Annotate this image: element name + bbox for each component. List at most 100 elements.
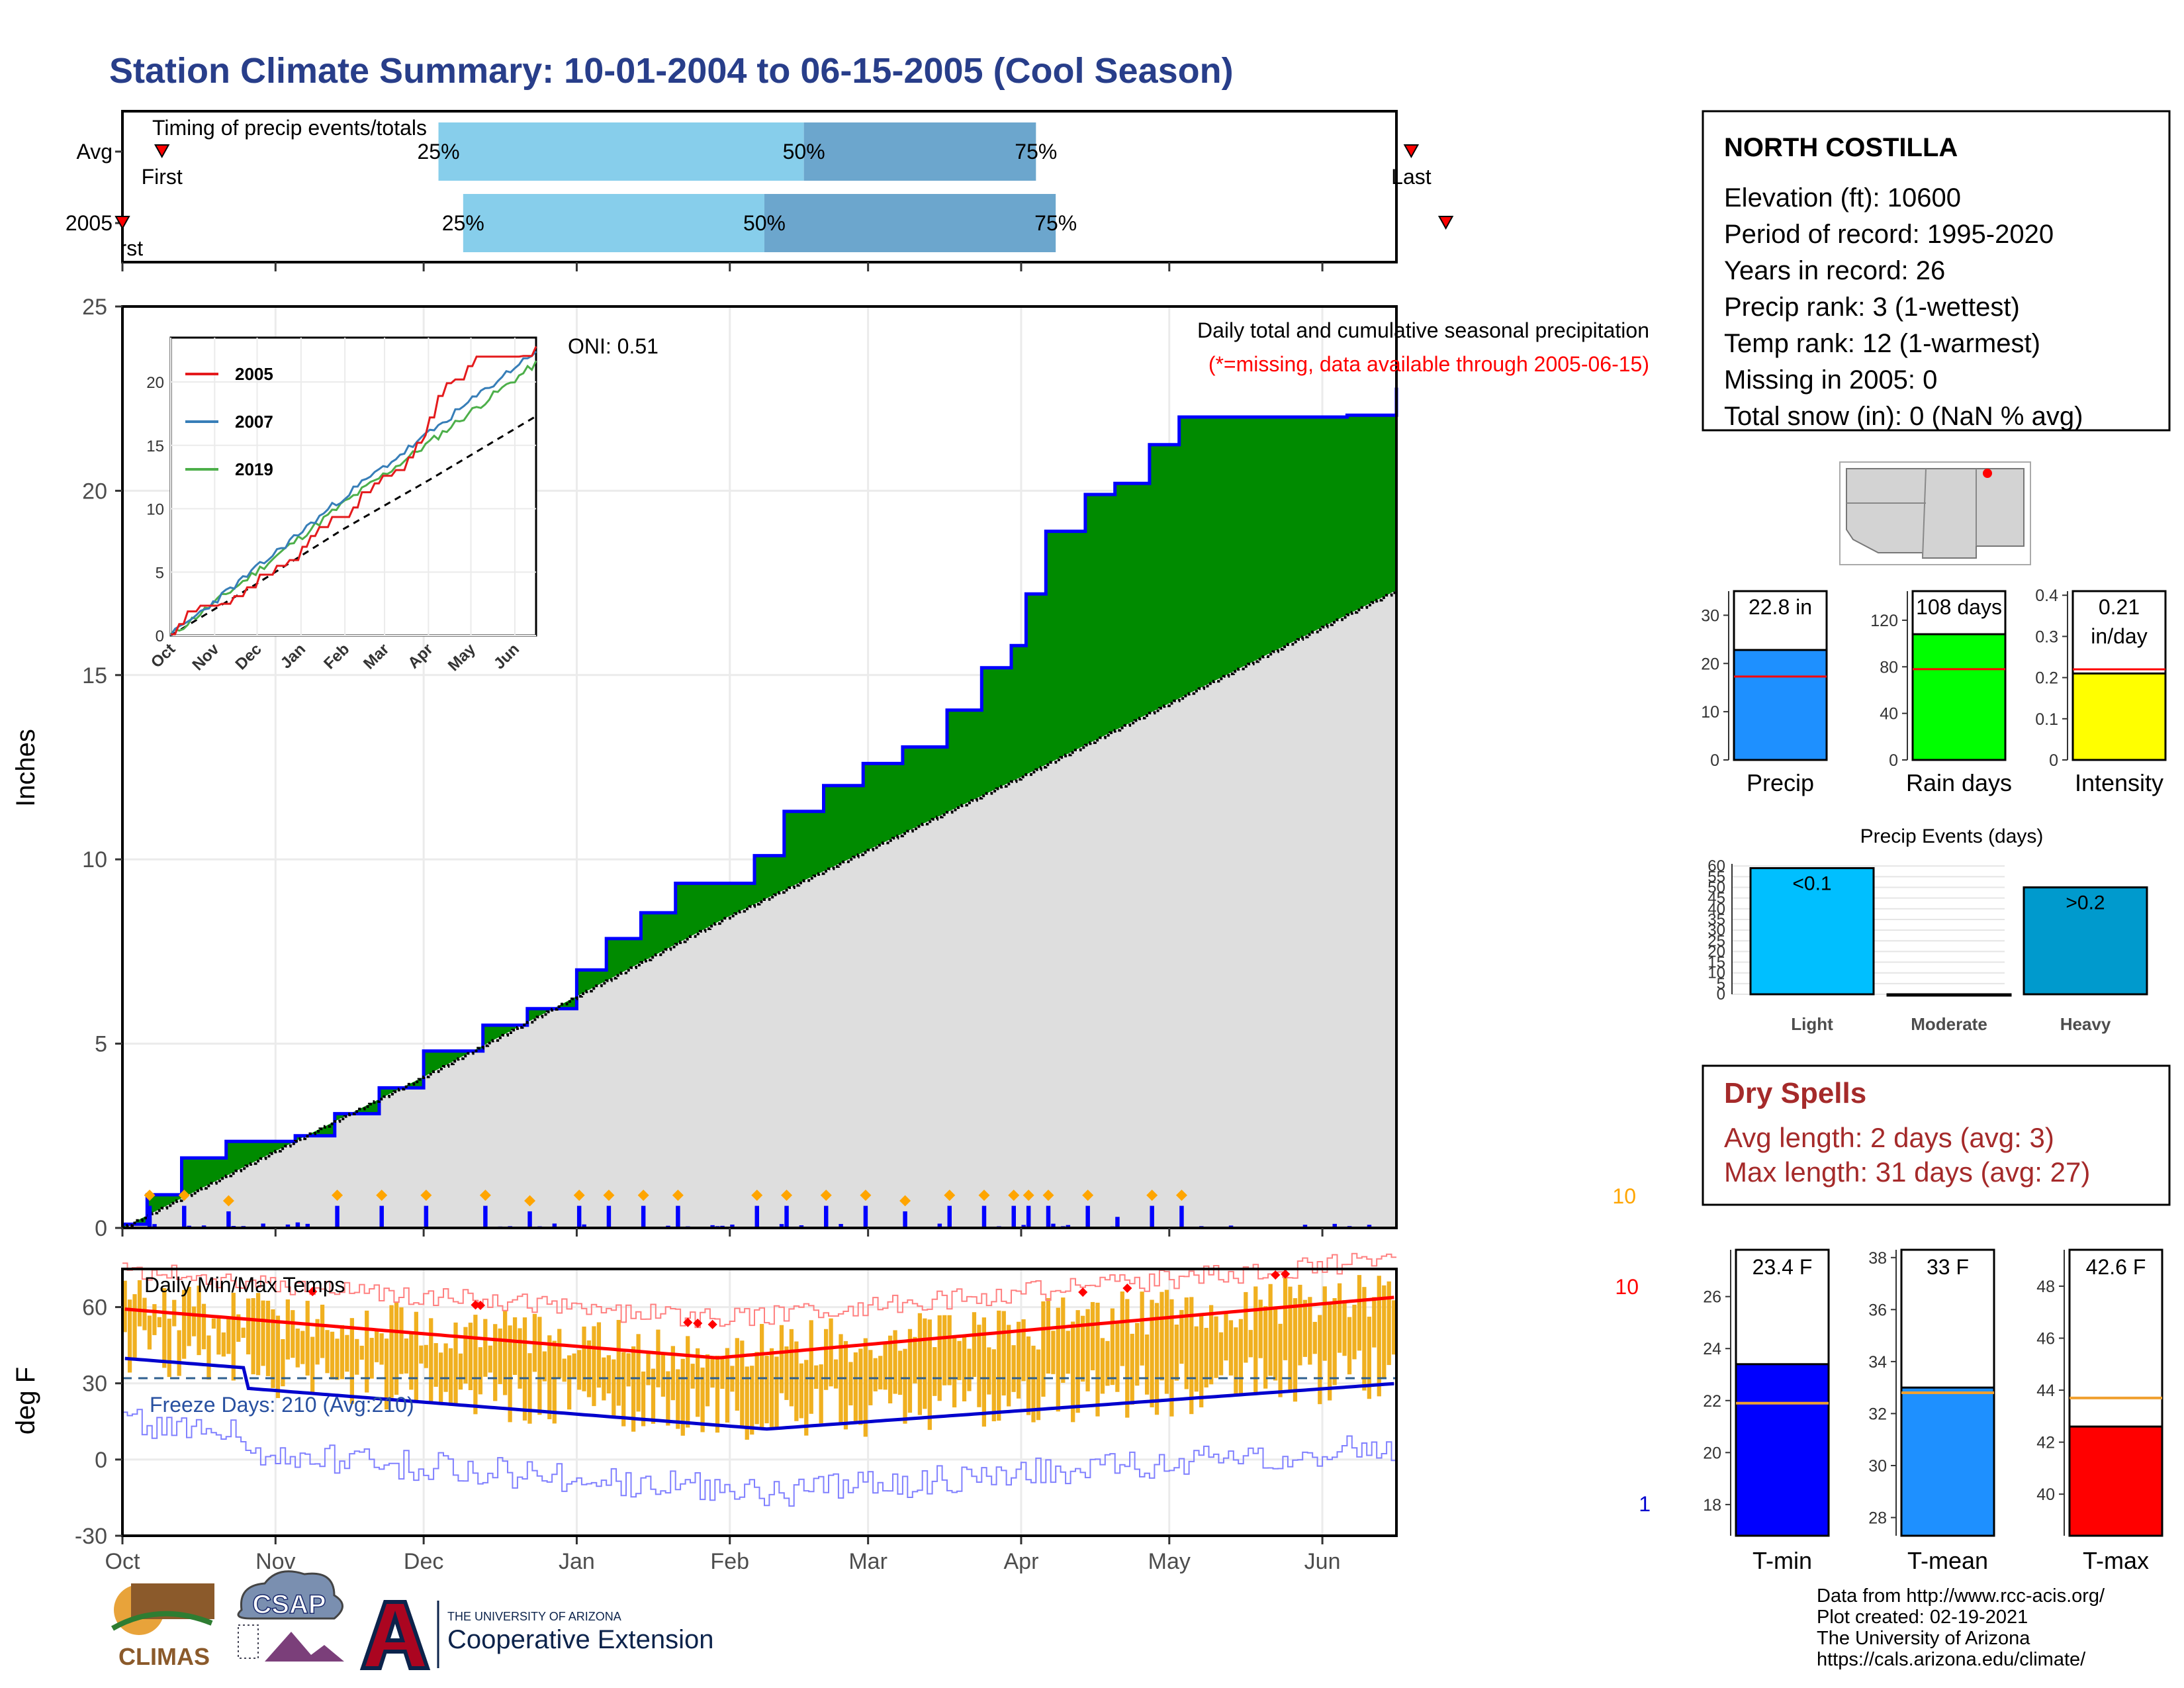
heavy-day-marker <box>376 1190 388 1201</box>
heavy-day-marker <box>524 1195 536 1207</box>
daily-precip-bar <box>576 1205 582 1228</box>
daily-temp-bar <box>295 1328 300 1368</box>
station-info-line: Period of record: 1995-2020 <box>1724 220 2054 249</box>
temp-summary-bar-chart: 18 20 22 24 26 23.4 F T-min <box>1703 1248 1830 1574</box>
daily-temp-bar <box>137 1280 142 1327</box>
daily-temp-bar <box>740 1340 745 1429</box>
record-high-line <box>122 1252 1396 1329</box>
daily-temp-bar <box>784 1346 789 1400</box>
daily-precip-bar <box>1085 1205 1090 1228</box>
daily-precip-bar <box>754 1205 759 1228</box>
summary-bar-ytick-label: 30 <box>1701 606 1719 625</box>
timing-panel: Timing of precip events/totals Avg 25% 50%… <box>66 110 1454 263</box>
temp-summary-ytick-label: 28 <box>1868 1509 1887 1528</box>
summary-bar-name: Intensity <box>2075 769 2163 796</box>
daily-precip-bar <box>779 1224 784 1228</box>
temp-summary-name: T-min <box>1752 1547 1812 1574</box>
daily-precip-bar <box>424 1205 429 1228</box>
summary-bar-chart: 0 10 20 30 22.8 in Precip <box>1701 590 1828 796</box>
daily-precip-bar <box>1179 1205 1184 1228</box>
daily-temp-bar <box>592 1326 596 1407</box>
daily-temp-bar <box>1120 1291 1124 1366</box>
daily-temp-bar <box>952 1336 957 1408</box>
temp-summary-ytick-label: 30 <box>1868 1457 1887 1476</box>
daily-temp-bar <box>1130 1333 1134 1405</box>
footer-line: https://cals.arizona.edu/climate/ <box>1817 1649 2086 1670</box>
daily-temp-bar <box>1238 1319 1244 1395</box>
daily-temp-bar <box>419 1345 424 1364</box>
daily-temp-bar <box>493 1324 498 1401</box>
daily-temp-bar <box>261 1300 265 1366</box>
average-cumulative-area <box>122 590 1396 1228</box>
station-info-frame <box>1702 110 2171 432</box>
daily-temp-bar <box>710 1356 715 1388</box>
daily-temp-bar <box>275 1315 281 1399</box>
daily-temp-bar <box>1283 1278 1288 1360</box>
daily-temp-bar <box>596 1322 602 1388</box>
daily-temp-bar <box>122 1280 127 1333</box>
daily-temp-bar <box>1298 1284 1302 1366</box>
daily-precip-bar <box>527 1211 532 1228</box>
month-label: May <box>1148 1549 1191 1574</box>
daily-temp-bar <box>666 1371 670 1426</box>
daily-temp-bar <box>379 1333 384 1365</box>
summary-bar-ytick-label: 40 <box>1880 705 1898 724</box>
daily-temp-bar <box>933 1347 937 1396</box>
daily-temp-bar <box>1332 1298 1337 1385</box>
first-event-label: First <box>142 165 183 189</box>
daily-temp-bar <box>878 1356 883 1389</box>
daily-temp-bar <box>1080 1315 1085 1382</box>
oni-label: ONI: 0.51 <box>568 334 659 358</box>
daily-temp-bar <box>384 1338 389 1410</box>
daily-temp-bar <box>1184 1297 1189 1389</box>
daily-temp-bar <box>572 1353 576 1378</box>
daily-precip-bar <box>152 1224 157 1228</box>
summary-bar-ytick-label: 0 <box>1889 751 1898 770</box>
daily-precip-bar <box>1066 1225 1071 1228</box>
station-info-line: Elevation (ft): 10600 <box>1724 183 1961 212</box>
daily-temp-bar <box>271 1309 275 1388</box>
daily-temp-bar <box>187 1286 191 1346</box>
first-event-marker <box>114 216 130 230</box>
temp-summary-ytick-label: 26 <box>1703 1288 1721 1307</box>
events-ytick-label: 30 <box>1707 921 1725 939</box>
daily-precip-bar <box>483 1205 488 1228</box>
daily-temp-bar <box>142 1297 147 1331</box>
temp-summary-value-bar <box>1735 1363 1830 1537</box>
events-ytick-label: 5 <box>1717 975 1725 993</box>
daily-temp-bar <box>291 1310 295 1358</box>
temp-summary-ytick-label: 32 <box>1868 1405 1887 1423</box>
heavy-day-marker <box>1082 1190 1094 1201</box>
daily-precip-bar <box>379 1205 384 1228</box>
daily-temp-bar <box>887 1335 893 1404</box>
temp-panel-title: Daily Min/Max Temps <box>144 1273 345 1297</box>
daily-precip-bar <box>863 1205 868 1228</box>
daily-temp-bar <box>804 1360 809 1436</box>
daily-temp-bar <box>660 1354 666 1397</box>
summary-bar-ytick-label: 120 <box>1870 612 1898 630</box>
daily-precip-bar <box>226 1211 231 1228</box>
record-high-marker <box>1271 1270 1281 1280</box>
daily-temp-bar <box>848 1362 853 1406</box>
daily-temp-bar <box>1100 1338 1105 1394</box>
precip-events-chart: Precip Events (days) 0510152025303540455… <box>1707 825 2148 1034</box>
events-ytick-label: 45 <box>1707 890 1725 908</box>
daily-temp-bar <box>1367 1317 1371 1399</box>
station-info-line: Total snow (in): 0 (NaN % avg) <box>1724 402 2083 431</box>
daily-temp-bar <box>1258 1299 1263 1358</box>
daily-temp-bar <box>893 1330 897 1394</box>
events-ytick-label: 60 <box>1707 857 1725 875</box>
daily-temp-bar <box>814 1365 819 1389</box>
heavy-day-marker <box>1146 1190 1158 1201</box>
daily-temp-bar <box>927 1319 932 1430</box>
summary-bar-chart: 0 0.1 0.2 0.3 0.4 0.21 in/day Intensity <box>2035 586 2167 796</box>
inset-2007-line <box>169 350 537 636</box>
station-info-box: NORTH COSTILLA Elevation (ft): 10600 Peri… <box>1702 110 2171 432</box>
daily-temp-bar <box>562 1358 567 1382</box>
daily-temp-bar <box>201 1303 206 1350</box>
daily-temp-bar <box>468 1323 473 1391</box>
dry-spells-box: Dry Spells Avg length: 2 days (avg: 3) M… <box>1702 1064 2171 1206</box>
csap-rain-icon <box>238 1624 259 1659</box>
daily-temp-bar <box>1046 1297 1051 1374</box>
inset-legend-label: 2019 <box>235 459 273 479</box>
